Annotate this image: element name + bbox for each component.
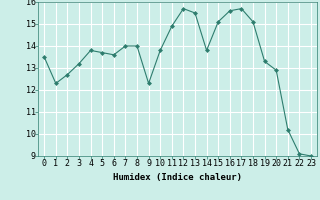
X-axis label: Humidex (Indice chaleur): Humidex (Indice chaleur) [113,173,242,182]
